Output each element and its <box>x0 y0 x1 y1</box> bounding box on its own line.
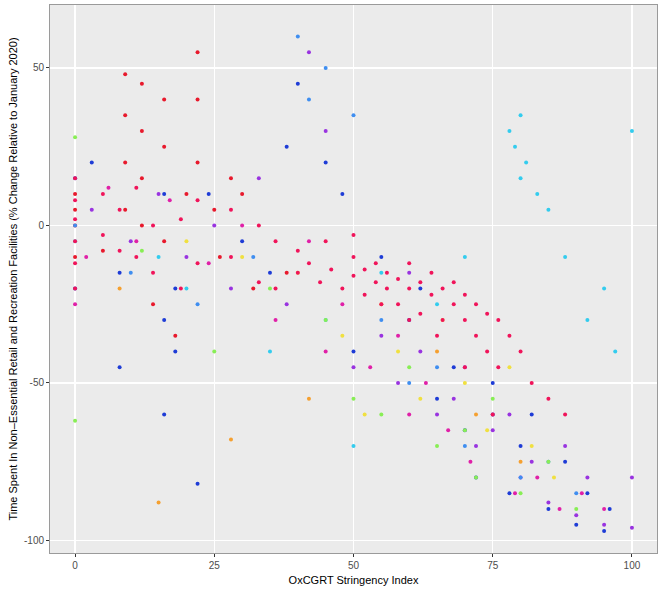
svg-text:-50: -50 <box>30 377 45 388</box>
svg-text:0: 0 <box>38 220 44 231</box>
svg-text:75: 75 <box>487 560 499 571</box>
svg-text:25: 25 <box>209 560 221 571</box>
svg-text:50: 50 <box>348 560 360 571</box>
svg-text:OxCGRT Stringency Index: OxCGRT Stringency Index <box>289 574 419 586</box>
svg-text:50: 50 <box>33 62 45 73</box>
svg-text:Time Spent In Non–Essential Re: Time Spent In Non–Essential Retail and R… <box>7 37 19 520</box>
svg-text:-100: -100 <box>24 535 44 546</box>
svg-text:0: 0 <box>72 560 78 571</box>
svg-text:100: 100 <box>624 560 641 571</box>
